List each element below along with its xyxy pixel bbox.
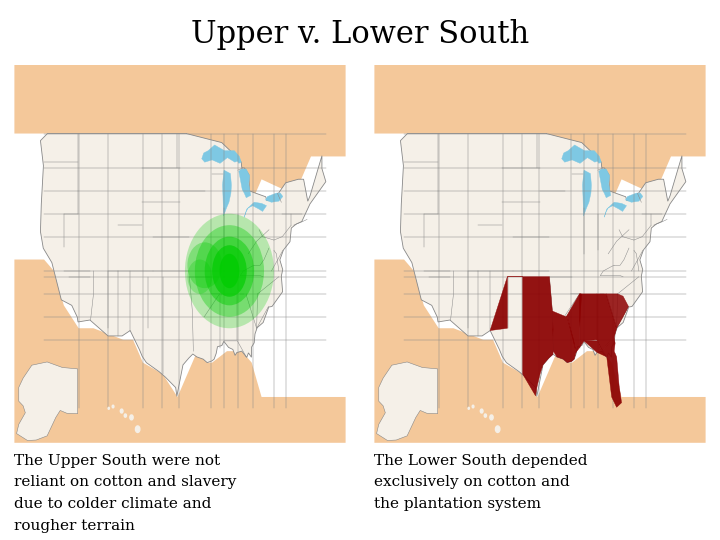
Polygon shape [584,338,621,407]
Polygon shape [580,294,597,348]
Ellipse shape [212,245,247,297]
Polygon shape [222,170,231,216]
Polygon shape [599,169,611,198]
Text: The Lower South depended
exclusively on cotton and
the plantation system: The Lower South depended exclusively on … [374,454,588,511]
Polygon shape [552,311,576,363]
Polygon shape [14,65,346,202]
Polygon shape [244,202,266,217]
Polygon shape [490,276,554,396]
Polygon shape [582,170,591,216]
Ellipse shape [187,242,222,288]
Polygon shape [597,294,616,351]
Polygon shape [400,133,686,396]
Ellipse shape [220,254,239,288]
Ellipse shape [187,260,212,294]
Polygon shape [202,145,241,163]
Polygon shape [374,260,706,443]
Ellipse shape [195,225,264,317]
Ellipse shape [204,237,254,305]
Text: The Upper South were not
reliant on cotton and slavery
due to colder climate and: The Upper South were not reliant on cott… [14,454,237,532]
Text: Upper v. Lower South: Upper v. Lower South [191,19,529,50]
Ellipse shape [185,214,274,328]
Polygon shape [566,294,582,352]
Polygon shape [562,145,601,163]
Polygon shape [14,260,346,443]
Polygon shape [606,294,629,328]
Polygon shape [374,65,706,202]
Polygon shape [239,169,251,198]
Polygon shape [626,193,643,202]
Polygon shape [266,193,283,202]
Polygon shape [40,133,326,396]
Polygon shape [604,202,626,217]
